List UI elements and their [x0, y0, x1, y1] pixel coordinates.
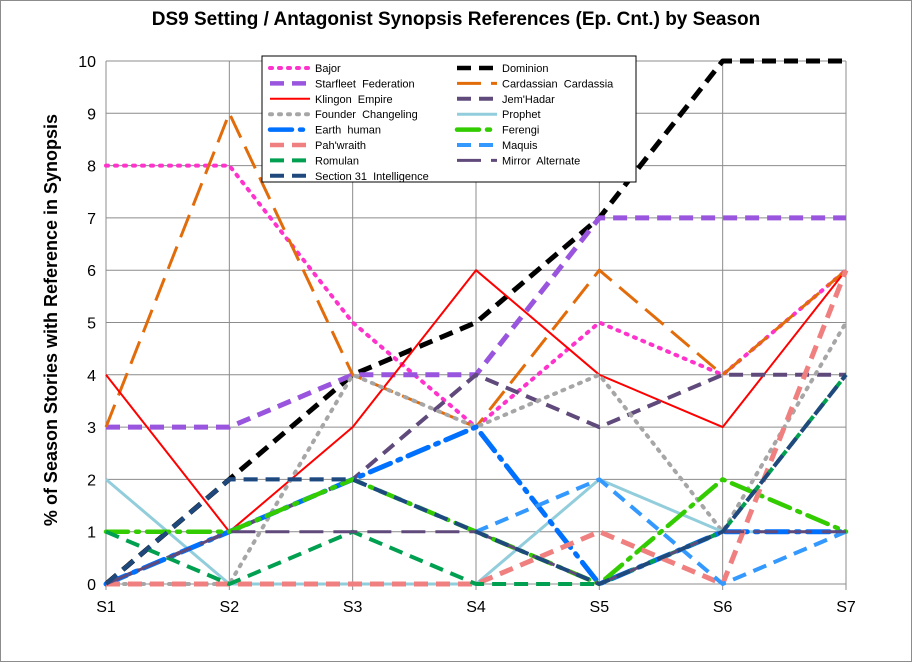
legend-label: Founder Changeling [315, 109, 418, 121]
legend-label: Jem'Hadar [502, 94, 555, 106]
legend-label: Cardassian Cardassia [502, 78, 614, 90]
x-tick-label: S3 [343, 599, 363, 616]
y-tick-label: 2 [87, 472, 96, 489]
y-tick-label: 10 [78, 54, 96, 71]
legend-label: Section 31 Intelligence [315, 171, 429, 183]
y-tick-label: 5 [87, 316, 96, 333]
legend-label: Klingon Empire [315, 94, 393, 106]
legend-label: Pah'wraith [315, 140, 366, 152]
x-tick-label: S4 [466, 599, 486, 616]
chart-title: DS9 Setting / Antagonist Synopsis Refere… [151, 9, 761, 30]
legend-label: Maquis [502, 140, 538, 152]
legend-label: Prophet [502, 109, 541, 121]
x-tick-label: S7 [836, 599, 856, 616]
y-tick-label: 6 [87, 263, 96, 280]
y-tick-label: 1 [87, 525, 96, 542]
legend: Bajor Dominion Starfleet Federation Cardass… [261, 55, 637, 183]
legend-box [261, 55, 637, 183]
x-tick-label: S6 [713, 599, 733, 616]
y-tick-label: 0 [87, 577, 96, 594]
x-tick-label: S2 [220, 599, 240, 616]
x-tick-label: S1 [96, 599, 116, 616]
legend-label: Bajor [315, 63, 341, 75]
y-tick-label: 3 [87, 420, 96, 437]
y-axis-label: % of Season Stories with Reference in Sy… [41, 114, 61, 526]
legend-label: Starfleet Federation [315, 78, 415, 90]
legend-label: Romulan [315, 155, 359, 167]
x-tick-label: S5 [590, 599, 610, 616]
y-tick-label: 8 [87, 159, 96, 176]
y-tick-label: 7 [87, 211, 96, 228]
legend-label: Ferengi [502, 125, 539, 137]
series-line-section-31-intelligence [104, 373, 848, 586]
legend-label: Dominion [502, 63, 548, 75]
y-tick-label: 9 [87, 106, 96, 123]
legend-label: Mirror Alternate [502, 155, 580, 167]
series-lines [103, 58, 849, 587]
series-line-romulan [105, 373, 848, 586]
legend-label: Earth human [315, 125, 381, 137]
y-tick-label: 4 [87, 368, 96, 385]
